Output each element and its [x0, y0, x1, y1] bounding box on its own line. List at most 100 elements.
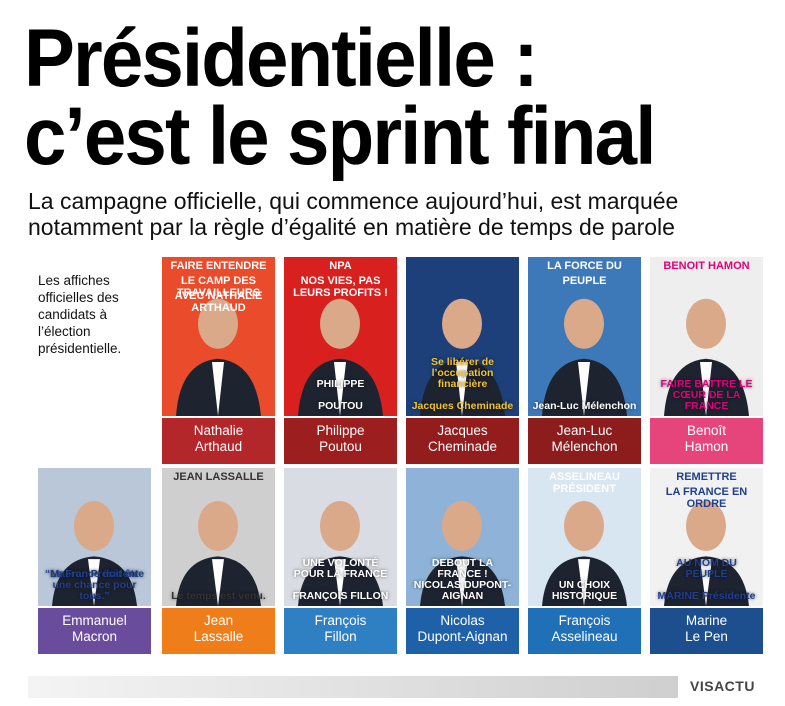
poster-text: MARINE Présidente [657, 589, 756, 602]
portrait [176, 500, 261, 606]
candidate-label: François Fillon [284, 608, 397, 654]
last-name: Lassalle [193, 629, 244, 644]
title: c’est le sprint final [24, 91, 656, 182]
last-name: Le Pen [685, 629, 728, 644]
poster-text: PEUPLE [562, 275, 607, 287]
last-name: Poutou [319, 439, 362, 454]
campaign-poster: JEAN LASSALLE Le temps est venu. [162, 468, 275, 606]
portrait [52, 500, 137, 606]
candidate-label: Philippe Poutou [284, 418, 397, 464]
portrait [542, 298, 627, 416]
poster-text: Jacques Cheminade [411, 399, 514, 412]
candidate-label: Jacques Cheminade [406, 418, 519, 464]
candidate-card: NPA NOS VIES, PAS LEURS PROFITS ! PHILIPPE… [284, 257, 397, 466]
campaign-poster: LA FORCE DU PEUPLE Jean-Luc Mélenchon [528, 257, 641, 416]
first-name: Jacques [437, 423, 488, 438]
campaign-poster: BENOIT HAMON FAIRE BATTRE LE CŒUR DE LA F… [650, 257, 763, 416]
campaign-poster: ASSELINEAU PRÉSIDENT UN CHOIX HISTORIQUE [528, 468, 641, 606]
portrait [664, 500, 749, 606]
last-name: Hamon [684, 439, 729, 454]
last-name: Asselineau [551, 629, 618, 644]
candidate-card: Se libérer de l’occupation financière Jac… [406, 257, 519, 466]
first-name: Jean [203, 613, 234, 628]
campaign-poster: UNE VOLONTÉ POUR LA FRANCE FRANÇOIS FILLO… [284, 468, 397, 606]
first-name: Benoît [686, 423, 727, 438]
candidate-card: BENOIT HAMON FAIRE BATTRE LE CŒUR DE LA F… [650, 257, 763, 466]
poster-text: BENOIT HAMON [663, 260, 750, 272]
portrait [176, 298, 261, 416]
candidate-card: JEAN LASSALLE Le temps est venu. Jean Lassa… [162, 468, 275, 656]
poster-text: REMETTRE [676, 471, 737, 483]
candidate-label: Nathalie Arthaud [162, 418, 275, 464]
poster-text: “La France doit être une chance pour tou… [44, 567, 145, 602]
first-name: François [314, 613, 367, 628]
poster-text: Se libérer de l’occupation financière [430, 355, 495, 390]
last-name: Mélenchon [551, 439, 618, 454]
last-name: Dupont-Aignan [417, 629, 508, 644]
candidate-label: Nicolas Dupont-Aignan [406, 608, 519, 654]
candidate-card: REMETTRE LA FRANCE EN ORDRE AU NOM DU PEUP… [650, 468, 763, 656]
campaign-poster: Se libérer de l’occupation financière Jac… [406, 257, 519, 416]
candidate-card: DEBOUT LA FRANCE ! NICOLAS DUPONT-AIGNAN N… [406, 468, 519, 656]
poster-text: FAIRE ENTENDRE [170, 260, 267, 272]
last-name: Arthaud [194, 439, 243, 454]
portrait [298, 298, 383, 416]
poster-text: PHILIPPE [316, 377, 365, 390]
first-name: Emmanuel [62, 613, 127, 628]
portrait [298, 500, 383, 606]
poster-text: UN CHOIX HISTORIQUE [551, 578, 618, 602]
poster-text: NPA [329, 260, 352, 272]
poster-text: AU NOM DU PEUPLE [676, 556, 737, 580]
candidate-label: Jean-Luc Mélenchon [528, 418, 641, 464]
poster-text: Macron Président [50, 567, 139, 580]
campaign-poster: REMETTRE LA FRANCE EN ORDRE AU NOM DU PEUP… [650, 468, 763, 606]
candidate-label: Emmanuel Macron [38, 608, 151, 654]
candidate-label: Marine Le Pen [650, 608, 763, 654]
candidate-card: Macron Président “La France doit être une… [38, 468, 151, 656]
poster-text: LA FRANCE EN ORDRE [665, 486, 748, 510]
candidate-card: FAIRE ENTENDRE LE CAMP DES TRAVAILLEURS AV… [162, 257, 275, 466]
candidate-card: ASSELINEAU PRÉSIDENT UN CHOIX HISTORIQUE F… [528, 468, 641, 656]
poster-text: FRANÇOIS FILLON [292, 589, 389, 602]
portrait [420, 298, 505, 416]
campaign-poster: NPA NOS VIES, PAS LEURS PROFITS ! PHILIPPE… [284, 257, 397, 416]
poster-text: LE CAMP DES TRAVAILLEURS [176, 275, 261, 299]
portrait [542, 500, 627, 606]
candidate-label: François Asselineau [528, 608, 641, 654]
first-name: Marine [685, 613, 728, 628]
poster-text: JEAN LASSALLE [173, 471, 264, 483]
logo: VISACTU [690, 678, 755, 694]
campaign-poster: FAIRE ENTENDRE LE CAMP DES TRAVAILLEURS AV… [162, 257, 275, 416]
poster-text: AVEC NATHALIE ARTHAUD [174, 290, 263, 314]
poster-text: NICOLAS DUPONT-AIGNAN [413, 578, 512, 602]
subtitle: notamment par la règle d’égalité en mati… [28, 214, 675, 240]
candidate-label: Benoît Hamon [650, 418, 763, 464]
poster-text: NOS VIES, PAS LEURS PROFITS ! [293, 275, 388, 299]
first-name: Nicolas [440, 613, 485, 628]
candidate-card: UNE VOLONTÉ POUR LA FRANCE FRANÇOIS FILLO… [284, 468, 397, 656]
last-name: Fillon [324, 629, 357, 644]
last-name: Cheminade [427, 439, 498, 454]
campaign-poster: DEBOUT LA FRANCE ! NICOLAS DUPONT-AIGNAN [406, 468, 519, 606]
candidate-card: LA FORCE DU PEUPLE Jean-Luc Mélenchon Jean-… [528, 257, 641, 466]
title: Présidentielle : [24, 13, 539, 104]
portrait [420, 500, 505, 606]
poster-text: Jean-Luc Mélenchon [532, 399, 637, 412]
subtitle: La campagne officielle, qui commence auj… [28, 188, 679, 214]
first-name: Nathalie [193, 423, 244, 438]
poster-text: POUTOU [318, 399, 363, 412]
last-name: Macron [71, 629, 117, 644]
poster-text: Le temps est venu. [171, 589, 266, 602]
portrait [664, 298, 749, 416]
poster-text: LA FORCE DU [547, 260, 622, 272]
caption: Les affiches officielles des candidats à… [38, 273, 122, 356]
campaign-poster: Macron Président “La France doit être une… [38, 468, 151, 606]
first-name: Philippe [316, 423, 365, 438]
first-name: François [558, 613, 611, 628]
first-name: Jean-Luc [556, 423, 613, 438]
poster-text: FAIRE BATTRE LE CŒUR DE LA FRANCE [660, 377, 753, 412]
poster-text: UNE VOLONTÉ POUR LA FRANCE [293, 556, 388, 580]
poster-text: ASSELINEAU PRÉSIDENT [549, 471, 620, 495]
footer-bar [28, 676, 678, 698]
